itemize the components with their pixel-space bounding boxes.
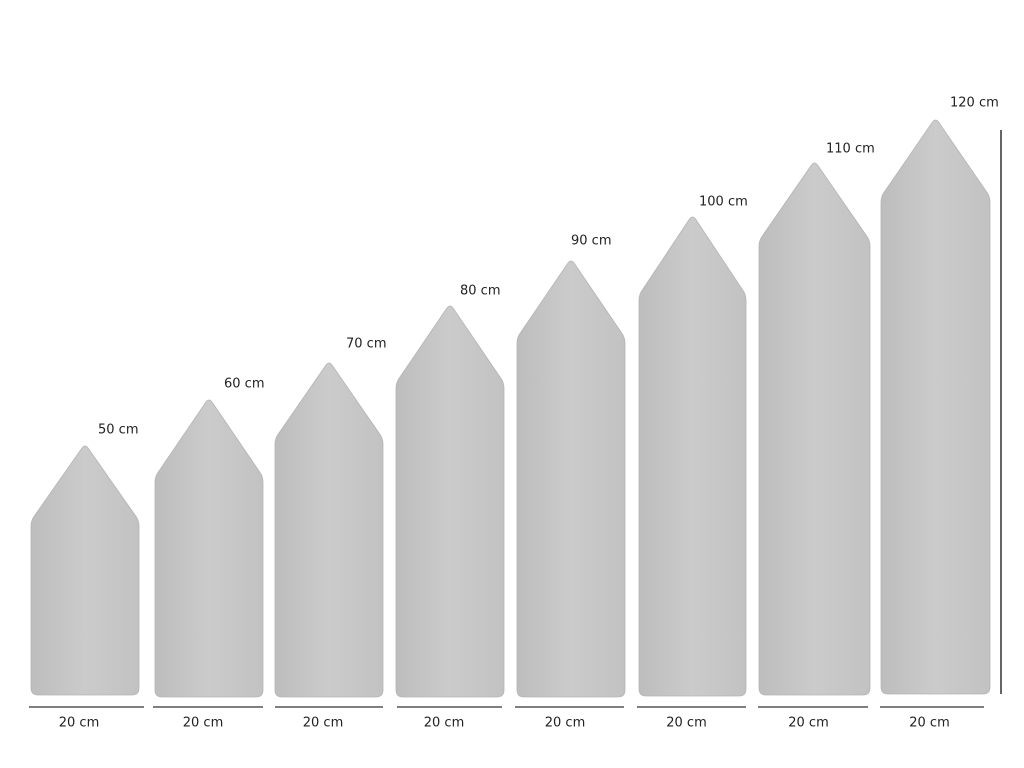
height-label: 50 cm [98, 423, 139, 438]
panel [880, 119, 991, 695]
height-label: 110 cm [826, 142, 875, 157]
panel [395, 305, 505, 698]
width-label: 20 cm [183, 716, 224, 731]
width-label: 20 cm [666, 716, 707, 731]
height-label: 70 cm [346, 337, 387, 352]
panel [638, 216, 747, 697]
panel [30, 445, 140, 696]
panel [154, 399, 264, 698]
width-label: 20 cm [424, 716, 465, 731]
panel [516, 260, 626, 698]
width-label: 20 cm [59, 716, 100, 731]
height-label: 100 cm [699, 195, 748, 210]
panel [758, 162, 871, 696]
panel [274, 362, 384, 698]
height-label: 90 cm [571, 234, 612, 249]
width-label: 20 cm [545, 716, 586, 731]
width-label: 20 cm [788, 716, 829, 731]
width-label: 20 cm [909, 716, 950, 731]
height-label: 80 cm [460, 284, 501, 299]
height-label: 60 cm [224, 377, 265, 392]
height-label: 120 cm [950, 96, 999, 111]
width-label: 20 cm [303, 716, 344, 731]
